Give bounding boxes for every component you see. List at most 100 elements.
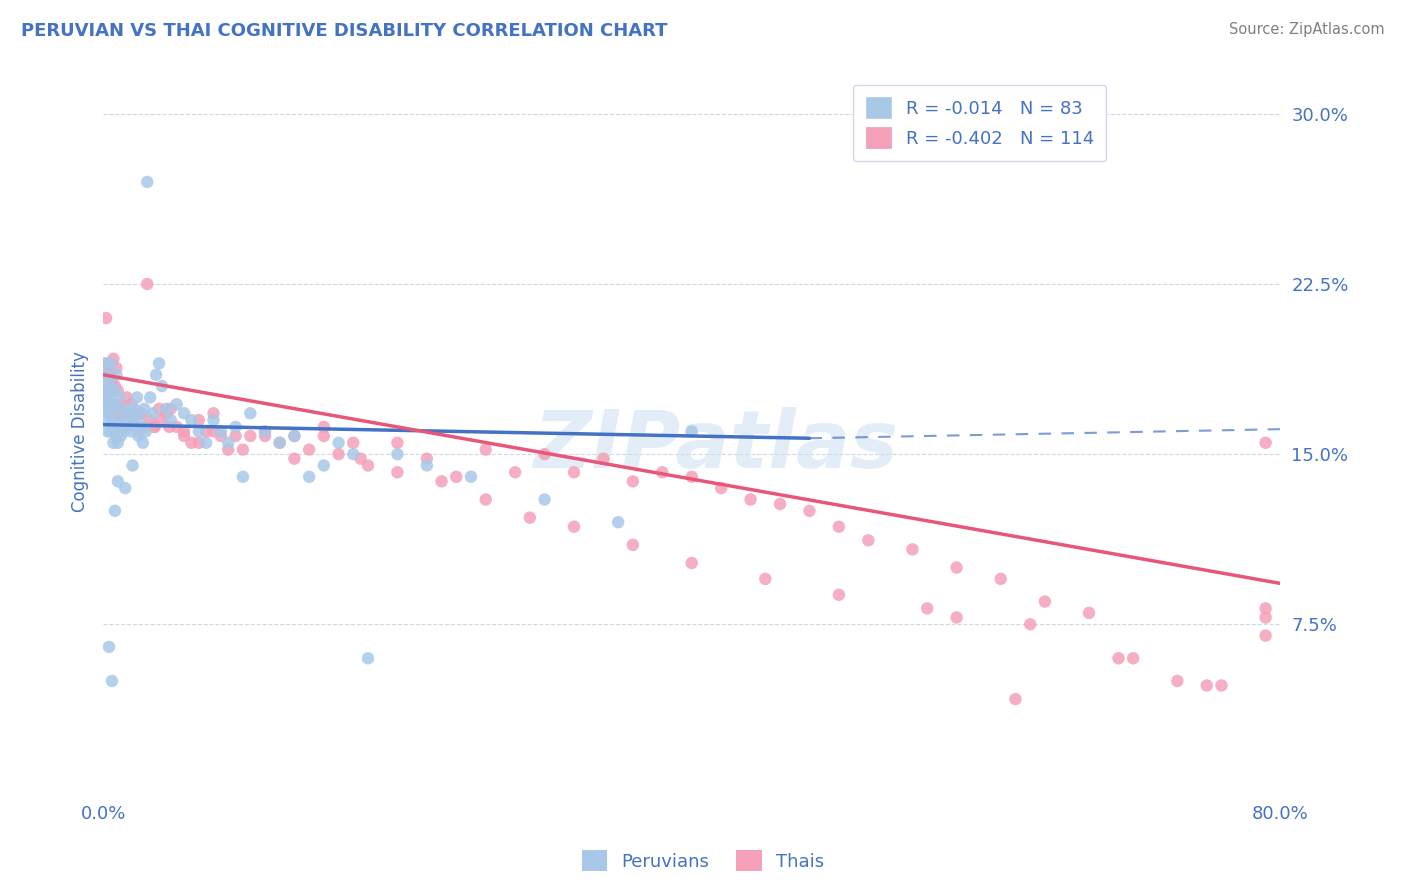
- Point: [131, 417, 153, 432]
- Point: [112, 401, 135, 416]
- Point: [187, 435, 209, 450]
- Point: [93, 375, 115, 389]
- Legend: R = -0.014   N = 83, R = -0.402   N = 114: R = -0.014 N = 83, R = -0.402 N = 114: [853, 85, 1107, 161]
- Point: [945, 610, 967, 624]
- Point: [105, 429, 128, 443]
- Point: [150, 379, 173, 393]
- Point: [769, 497, 792, 511]
- Point: [120, 397, 142, 411]
- Point: [621, 538, 644, 552]
- Point: [460, 470, 482, 484]
- Point: [799, 504, 821, 518]
- Point: [592, 451, 614, 466]
- Point: [136, 175, 159, 189]
- Point: [94, 368, 117, 382]
- Point: [96, 356, 118, 370]
- Point: [111, 413, 134, 427]
- Point: [357, 458, 380, 473]
- Y-axis label: Cognitive Disability: Cognitive Disability: [72, 351, 89, 512]
- Point: [143, 420, 166, 434]
- Point: [173, 429, 195, 443]
- Point: [342, 447, 364, 461]
- Point: [312, 420, 335, 434]
- Point: [121, 413, 143, 427]
- Point: [115, 417, 138, 432]
- Point: [104, 420, 127, 434]
- Point: [96, 384, 118, 398]
- Point: [110, 397, 132, 411]
- Point: [139, 391, 162, 405]
- Point: [155, 406, 177, 420]
- Point: [173, 425, 195, 439]
- Point: [103, 384, 125, 398]
- Point: [114, 481, 136, 495]
- Point: [681, 470, 703, 484]
- Point: [120, 425, 142, 439]
- Point: [1211, 678, 1233, 692]
- Legend: Peruvians, Thais: Peruvians, Thais: [575, 843, 831, 879]
- Point: [139, 413, 162, 427]
- Point: [945, 560, 967, 574]
- Point: [148, 401, 170, 416]
- Point: [103, 351, 125, 366]
- Point: [328, 435, 350, 450]
- Point: [136, 277, 159, 291]
- Point: [96, 425, 118, 439]
- Point: [112, 425, 135, 439]
- Point: [166, 397, 188, 411]
- Point: [387, 465, 409, 479]
- Point: [157, 420, 180, 434]
- Point: [134, 401, 156, 416]
- Point: [117, 401, 139, 416]
- Point: [1254, 629, 1277, 643]
- Point: [173, 406, 195, 420]
- Point: [253, 429, 276, 443]
- Point: [96, 391, 118, 405]
- Point: [107, 384, 129, 398]
- Point: [350, 451, 373, 466]
- Point: [253, 425, 276, 439]
- Point: [111, 413, 134, 427]
- Point: [754, 572, 776, 586]
- Point: [740, 492, 762, 507]
- Point: [132, 435, 155, 450]
- Point: [328, 447, 350, 461]
- Point: [124, 420, 146, 434]
- Point: [104, 384, 127, 398]
- Point: [342, 435, 364, 450]
- Point: [94, 311, 117, 326]
- Point: [180, 435, 202, 450]
- Point: [94, 397, 117, 411]
- Point: [105, 360, 128, 375]
- Point: [93, 379, 115, 393]
- Point: [98, 406, 121, 420]
- Point: [990, 572, 1012, 586]
- Point: [129, 406, 152, 420]
- Point: [298, 442, 321, 457]
- Point: [312, 429, 335, 443]
- Point: [107, 413, 129, 427]
- Point: [159, 401, 181, 416]
- Point: [100, 384, 122, 398]
- Point: [115, 391, 138, 405]
- Point: [148, 356, 170, 370]
- Point: [1107, 651, 1129, 665]
- Point: [232, 442, 254, 457]
- Point: [100, 356, 122, 370]
- Point: [101, 397, 124, 411]
- Point: [915, 601, 938, 615]
- Point: [129, 406, 152, 420]
- Point: [828, 588, 851, 602]
- Point: [607, 515, 630, 529]
- Point: [253, 425, 276, 439]
- Point: [107, 475, 129, 489]
- Point: [901, 542, 924, 557]
- Point: [117, 420, 139, 434]
- Point: [103, 435, 125, 450]
- Point: [430, 475, 453, 489]
- Point: [269, 435, 291, 450]
- Point: [195, 425, 218, 439]
- Point: [101, 413, 124, 427]
- Point: [104, 406, 127, 420]
- Point: [562, 519, 585, 533]
